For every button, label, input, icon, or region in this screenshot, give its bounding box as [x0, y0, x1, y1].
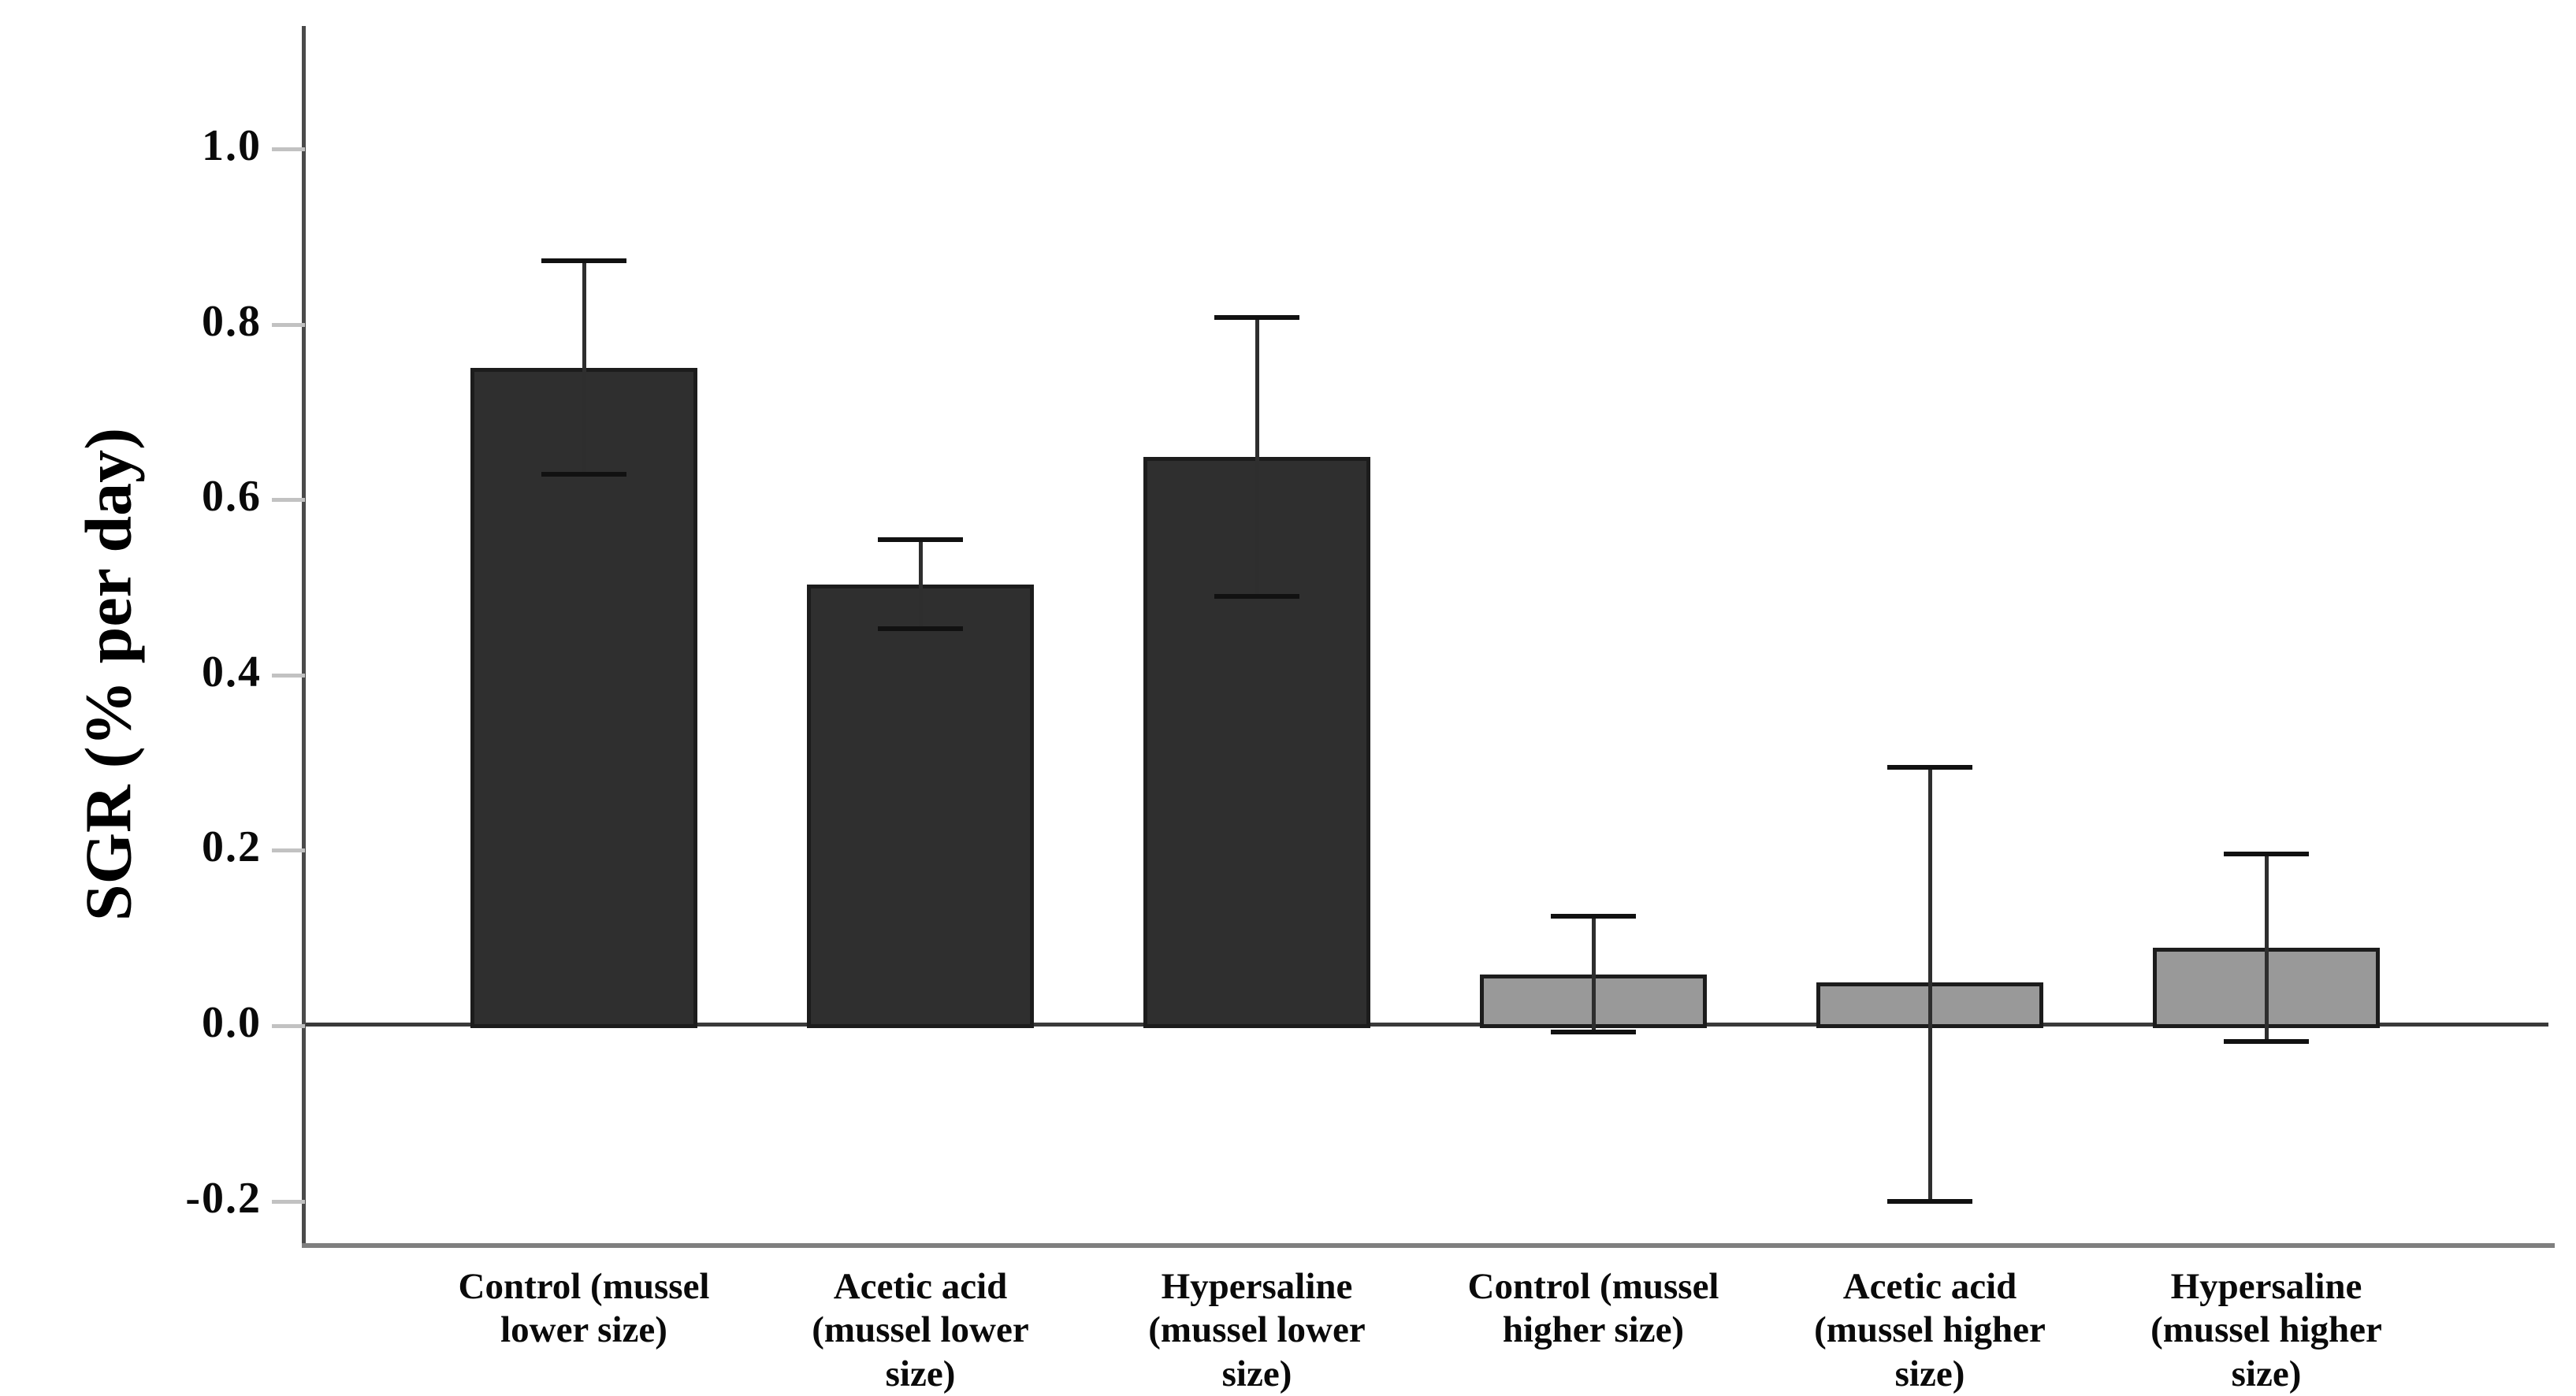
error-bar-cap-top: [878, 537, 963, 543]
zero-baseline: [306, 1023, 2548, 1027]
y-tick-label: 1.0: [202, 121, 262, 170]
error-bar-cap-bottom: [878, 626, 963, 631]
y-tick-label: 0.8: [202, 296, 262, 346]
y-tick-mark: [272, 498, 305, 503]
category-label-6: Hypersaline (mussel higher size): [2085, 1265, 2448, 1396]
y-tick-label: 0.4: [202, 647, 262, 696]
y-tick-mark: [272, 1024, 305, 1028]
category-label-line: Hypersaline: [2170, 1266, 2362, 1307]
category-label-line: size): [885, 1353, 956, 1394]
y-tick-label: 0.2: [202, 822, 262, 872]
category-label-line: Acetic acid: [833, 1266, 1008, 1307]
error-bar-cap-bottom: [1551, 1029, 1636, 1034]
y-tick-mark: [272, 147, 305, 151]
category-label-line: lower size): [500, 1309, 667, 1351]
error-bar-line: [919, 540, 923, 629]
y-tick-mark: [272, 848, 305, 853]
category-label-line: Acetic acid: [1842, 1266, 2017, 1307]
category-label-line: size): [2231, 1353, 2302, 1394]
x-axis-line: [302, 1243, 2555, 1248]
error-bar-line: [1255, 317, 1259, 596]
category-label-line: size): [1221, 1353, 1292, 1394]
error-bar-cap-top: [541, 258, 626, 264]
error-bar-cap-bottom: [1214, 593, 1299, 599]
y-tick-label: -0.2: [185, 1173, 262, 1223]
category-label-line: (mussel higher: [2150, 1309, 2382, 1351]
error-bar-line: [1928, 767, 1932, 1201]
error-bar-cap-top: [1887, 764, 1972, 770]
category-label-line: Control (mussel: [458, 1266, 710, 1307]
category-label-3: Hypersaline (mussel lower size): [1076, 1265, 1438, 1396]
y-axis-line: [302, 26, 306, 1246]
error-bar-cap-bottom: [541, 471, 626, 477]
error-bar-cap-bottom: [2224, 1039, 2309, 1045]
error-bar-line: [2265, 853, 2269, 1042]
y-tick-mark: [272, 322, 305, 327]
error-bar-cap-bottom: [1887, 1198, 1972, 1204]
category-label-line: (mussel lower: [812, 1309, 1029, 1351]
y-tick-mark: [272, 1199, 305, 1204]
y-tick-mark: [272, 673, 305, 678]
category-label-line: (mussel higher: [1814, 1309, 2046, 1351]
error-bar-cap-top: [2224, 851, 2309, 856]
y-tick-label: 0.0: [202, 998, 262, 1047]
category-label-line: Hypersaline: [1161, 1266, 1353, 1307]
error-bar-line: [1592, 915, 1596, 1032]
category-label-2: Acetic acid (mussel lower size): [739, 1265, 1102, 1396]
y-tick-label: 0.6: [202, 472, 262, 522]
category-label-1: Control (mussel lower size): [403, 1265, 765, 1353]
error-bar-line: [582, 261, 586, 474]
category-label-line: (mussel lower: [1148, 1309, 1366, 1351]
bar-2: [807, 585, 1034, 1028]
category-label-5: Acetic acid (mussel higher size): [1749, 1265, 2111, 1396]
category-label-line: size): [1894, 1353, 1965, 1394]
category-label-line: higher size): [1502, 1309, 1685, 1351]
category-label-line: Control (mussel: [1467, 1266, 1719, 1307]
error-bar-cap-top: [1551, 913, 1636, 919]
bar-1: [470, 368, 697, 1028]
error-bar-cap-top: [1214, 314, 1299, 320]
category-label-4: Control (mussel higher size): [1412, 1265, 1775, 1353]
